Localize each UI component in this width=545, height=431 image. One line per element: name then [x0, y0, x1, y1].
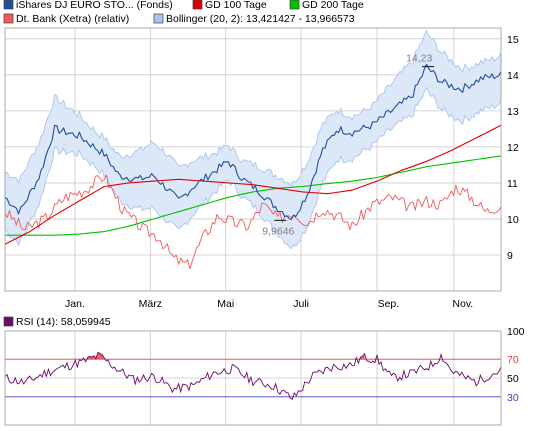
- legend-swatch: [192, 0, 203, 10]
- rsi-y-tick-label: 70: [507, 354, 519, 366]
- y-tick-label: 9: [507, 250, 513, 262]
- x-tick-label: Sep.: [378, 298, 400, 310]
- legend-label: Dt. Bank (Xetra) (relativ): [16, 13, 129, 25]
- rsi-panel: RSI (14): 58,059945 30 50 70 100: [3, 316, 525, 426]
- legend-label: RSI (14): 58,059945: [16, 316, 111, 328]
- y-tick-label: 14: [507, 70, 519, 82]
- y-tick-label: 13: [507, 106, 519, 118]
- y-tick-label: 10: [507, 214, 519, 226]
- legend-swatch: [3, 316, 14, 327]
- y-tick-label: 11: [507, 178, 518, 190]
- series-line-relative: [4, 174, 502, 270]
- series-line-ma100: [4, 124, 502, 245]
- x-tick-label: Juli: [293, 298, 309, 310]
- legend-swatch: [3, 13, 14, 24]
- legend-label: GD 100 Tage: [205, 0, 267, 11]
- rsi-line: [4, 351, 502, 400]
- legend: iShares DJ EURO STO... (Fonds) GD 100 Tag…: [3, 0, 364, 25]
- y-tick-label: 15: [507, 34, 519, 46]
- x-tick-label: Nov.: [452, 298, 473, 310]
- annotation-label: 14,23: [406, 53, 432, 65]
- legend-swatch: [3, 0, 14, 10]
- x-tick-label: Jan.: [65, 298, 85, 310]
- main-price-panel: 14,23 9,9646 9 10 11 12 13 14 15 Jan. März Mai Juli S…: [4, 27, 519, 310]
- legend-label: Bollinger (20, 2): 13,421427 - 13,966573: [166, 13, 355, 25]
- plot-frame: [4, 27, 502, 292]
- rsi-y-tick-label: 50: [507, 373, 519, 385]
- legend-label: iShares DJ EURO STO... (Fonds): [16, 0, 173, 11]
- rsi-y-tick-label: 100: [507, 326, 525, 338]
- rsi-y-tick-label: 30: [507, 392, 519, 404]
- x-tick-label: März: [139, 298, 162, 310]
- x-tick-label: Mai: [217, 298, 234, 310]
- annotation-label: 9,9646: [262, 225, 294, 237]
- legend-swatch: [153, 13, 164, 24]
- rsi-frame: [4, 330, 502, 426]
- y-tick-label: 12: [507, 142, 519, 154]
- series-line-ma200: [5, 155, 502, 236]
- legend-label: GD 200 Tage: [302, 0, 364, 11]
- series-line-price: [4, 63, 502, 221]
- legend-swatch: [289, 0, 300, 10]
